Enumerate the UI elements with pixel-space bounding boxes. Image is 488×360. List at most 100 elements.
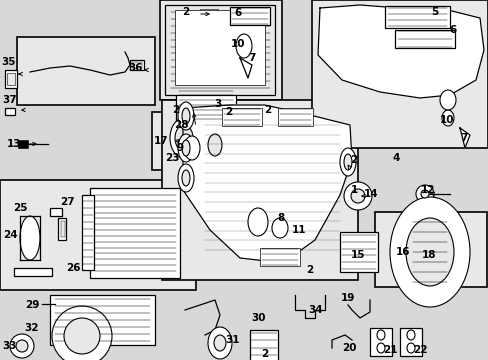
Bar [394, 30, 454, 48]
Text: 2: 2 [225, 107, 232, 117]
Text: 22: 22 [412, 345, 427, 355]
Text: 2: 2 [261, 349, 268, 359]
Bar [152, 112, 234, 170]
Text: 2: 2 [306, 265, 313, 275]
Ellipse shape [20, 216, 40, 260]
Text: 25: 25 [13, 203, 27, 213]
Text: 2: 2 [172, 105, 179, 115]
Text: 2: 2 [350, 155, 357, 165]
Ellipse shape [376, 343, 384, 353]
Text: 21: 21 [382, 345, 396, 355]
Bar [50, 295, 155, 345]
Text: 16: 16 [395, 247, 409, 257]
Bar [58, 218, 66, 240]
Ellipse shape [182, 140, 190, 156]
Bar [369, 328, 391, 356]
Ellipse shape [203, 128, 226, 162]
Ellipse shape [214, 335, 225, 351]
Polygon shape [183, 105, 351, 262]
Ellipse shape [207, 327, 231, 359]
Polygon shape [240, 58, 251, 78]
Text: 2: 2 [264, 105, 271, 115]
Ellipse shape [207, 134, 222, 156]
Bar [82, 195, 94, 270]
Bar [200, 9, 218, 19]
Bar [399, 328, 421, 356]
Bar [17, 37, 155, 105]
Bar [50, 208, 62, 216]
Text: 8: 8 [277, 213, 284, 223]
Ellipse shape [439, 90, 455, 110]
Text: 31: 31 [225, 335, 240, 345]
Bar [175, 10, 264, 85]
Ellipse shape [247, 208, 267, 236]
Bar [14, 268, 52, 276]
Bar [160, 0, 282, 100]
Ellipse shape [182, 108, 190, 124]
Text: 24: 24 [2, 230, 17, 240]
Text: 9: 9 [176, 143, 183, 153]
Ellipse shape [183, 136, 200, 160]
Ellipse shape [271, 218, 287, 238]
Text: 37: 37 [2, 95, 17, 105]
Ellipse shape [350, 189, 364, 203]
Ellipse shape [170, 118, 198, 158]
Bar [5, 70, 17, 88]
Ellipse shape [389, 197, 469, 307]
Text: 7: 7 [248, 53, 255, 63]
Text: 7: 7 [459, 133, 467, 143]
Text: 32: 32 [25, 323, 39, 333]
Text: 30: 30 [251, 313, 265, 323]
Bar [130, 60, 143, 70]
Text: 28: 28 [173, 120, 188, 130]
Text: 33: 33 [3, 341, 17, 351]
Bar [176, 88, 236, 122]
Bar [311, 0, 487, 148]
Bar [164, 5, 274, 95]
Polygon shape [459, 128, 469, 148]
Ellipse shape [236, 34, 251, 58]
Bar [5, 108, 15, 115]
Bar [61, 221, 65, 237]
Ellipse shape [16, 340, 28, 352]
Ellipse shape [343, 154, 351, 170]
Ellipse shape [178, 134, 194, 162]
Polygon shape [317, 5, 483, 98]
Text: 5: 5 [430, 7, 438, 17]
Ellipse shape [415, 185, 433, 203]
Text: 14: 14 [363, 189, 378, 199]
Bar [7, 73, 15, 85]
Bar [0, 180, 196, 290]
Bar [249, 330, 278, 360]
Text: 19: 19 [340, 293, 354, 303]
Ellipse shape [420, 190, 428, 198]
Bar [384, 6, 449, 28]
Bar [20, 216, 40, 260]
Ellipse shape [339, 148, 355, 176]
Bar [222, 108, 262, 126]
Bar [197, 6, 221, 22]
Ellipse shape [52, 306, 112, 360]
Ellipse shape [405, 218, 453, 286]
Text: 35: 35 [2, 57, 16, 67]
Text: 12: 12 [420, 185, 434, 195]
Bar [90, 188, 180, 278]
Ellipse shape [178, 102, 194, 130]
Text: 27: 27 [60, 197, 74, 207]
Text: 6: 6 [234, 8, 241, 18]
Ellipse shape [182, 170, 190, 186]
Ellipse shape [376, 330, 384, 340]
Text: 17: 17 [153, 136, 168, 146]
Bar [18, 140, 28, 148]
Ellipse shape [406, 343, 414, 353]
Text: 2: 2 [182, 7, 189, 17]
Text: 4: 4 [391, 153, 399, 163]
Bar [229, 7, 269, 25]
Text: 34: 34 [308, 305, 323, 315]
Text: 3: 3 [214, 99, 221, 109]
Bar [278, 108, 312, 126]
Text: 20: 20 [341, 343, 356, 353]
Text: 10: 10 [230, 39, 245, 49]
Ellipse shape [10, 334, 34, 358]
Text: 26: 26 [65, 263, 80, 273]
